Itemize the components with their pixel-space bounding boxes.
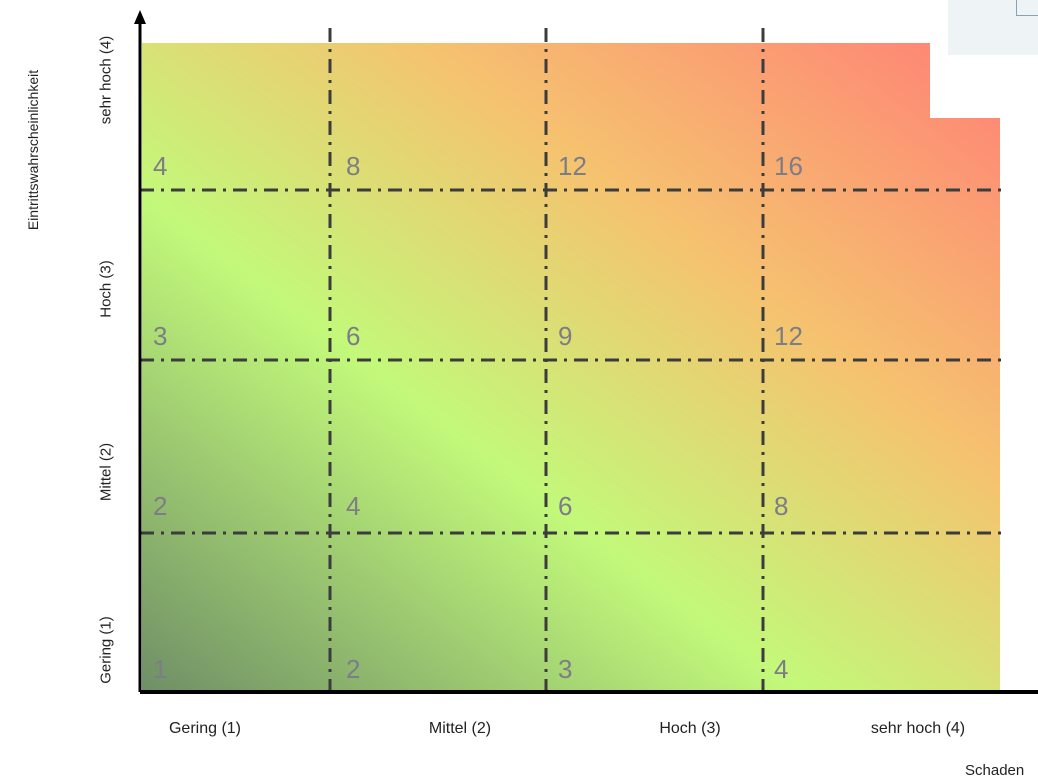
axes bbox=[134, 10, 1038, 694]
cell-value-3-2: 6 bbox=[558, 491, 572, 521]
heat-area bbox=[142, 43, 1000, 690]
cell-value-4-3: 12 bbox=[774, 321, 803, 351]
x-tick-label-gering: Gering (1) bbox=[168, 720, 242, 737]
grid-lines bbox=[140, 28, 1008, 692]
y-tick-label-hoch: Hoch (3) bbox=[97, 260, 115, 318]
cell-values: 1 2 3 42 4 6 83 6 9 124 8 12 16 bbox=[153, 151, 803, 684]
y-tick-label-sehr-hoch: sehr hoch (4) bbox=[97, 35, 115, 125]
cell-value-2-3: 6 bbox=[346, 321, 360, 351]
x-tick-label-hoch: Hoch (3) bbox=[659, 720, 721, 737]
cell-value-2-1: 2 bbox=[346, 654, 360, 684]
cell-value-1-4: 4 bbox=[153, 151, 167, 181]
x-axis-title: Schaden bbox=[965, 762, 1025, 779]
cell-value-1-1: 1 bbox=[153, 654, 167, 684]
y-axis-arrow bbox=[134, 10, 146, 24]
y-axis-title: Eintrittswahrscheinlichkeit bbox=[25, 69, 41, 231]
y-tick-label-gering: Gering (1) bbox=[97, 616, 115, 684]
cell-value-2-4: 8 bbox=[346, 151, 360, 181]
cell-value-3-1: 3 bbox=[558, 654, 572, 684]
cell-value-3-3: 9 bbox=[558, 321, 572, 351]
cell-value-3-4: 12 bbox=[558, 151, 587, 181]
x-tick-label-sehr-hoch: sehr hoch (4) bbox=[870, 720, 966, 737]
cell-value-4-1: 4 bbox=[774, 654, 788, 684]
x-tick-label-mittel: Mittel (2) bbox=[428, 720, 492, 737]
cell-value-2-2: 4 bbox=[346, 491, 360, 521]
y-tick-label-mittel: Mittel (2) bbox=[97, 442, 115, 502]
cell-value-4-2: 8 bbox=[774, 491, 788, 521]
cell-value-1-3: 3 bbox=[153, 321, 167, 351]
cell-value-4-4: 16 bbox=[774, 151, 803, 181]
cell-value-1-2: 2 bbox=[153, 491, 167, 521]
corner-mark bbox=[1016, 0, 1038, 16]
corner-decoration bbox=[948, 0, 1038, 55]
